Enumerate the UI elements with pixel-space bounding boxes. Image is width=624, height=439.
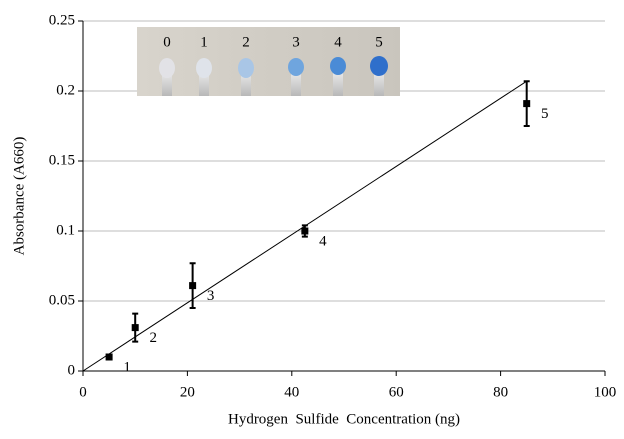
x-tick-label: 0: [79, 384, 87, 400]
inset-label: 1: [200, 34, 208, 50]
y-axis-label: Absorbance (A660): [11, 137, 27, 256]
data-point: [523, 100, 531, 108]
inset-image: [137, 27, 400, 96]
y-tick-label: 0: [68, 362, 76, 378]
x-tick-label: 60: [389, 384, 404, 400]
y-tick-label: 0.1: [56, 222, 75, 238]
point-label: 2: [149, 330, 157, 346]
data-point: [105, 353, 113, 361]
y-tick-label: 0.15: [49, 152, 75, 168]
x-tick-label: 80: [493, 384, 508, 400]
inset-label: 2: [242, 34, 250, 50]
point-label: 4: [319, 233, 327, 249]
x-axis-label: Hydrogen Sulfide Concentration (ng): [228, 411, 460, 427]
inset-label: 5: [375, 34, 383, 50]
inset-label: 4: [334, 34, 342, 50]
y-tick-label: 0.2: [56, 82, 75, 98]
data-point: [131, 324, 139, 332]
x-tick-label: 20: [180, 384, 195, 400]
inset-label: 3: [292, 34, 300, 50]
point-label: 5: [541, 106, 549, 122]
data-point: [301, 227, 309, 235]
x-tick-label: 40: [284, 384, 299, 400]
x-tick-label: 100: [594, 384, 617, 400]
point-label: 1: [123, 359, 131, 375]
y-tick-label: 0.25: [49, 12, 75, 28]
data-point: [189, 282, 197, 290]
y-tick-label: 0.05: [49, 292, 75, 308]
point-label: 3: [207, 288, 215, 304]
inset-label: 0: [163, 34, 171, 50]
